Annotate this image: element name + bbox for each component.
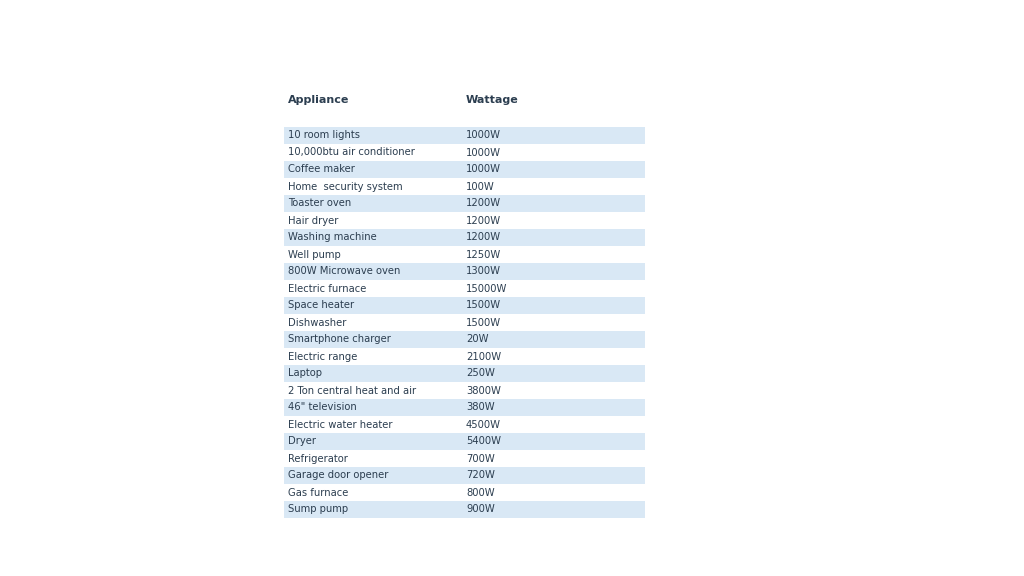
Bar [284,484,645,501]
Text: 3800W: 3800W [466,385,501,396]
Text: 250W: 250W [466,369,495,378]
Text: 1300W: 1300W [466,267,501,276]
Text: Garage door opener: Garage door opener [288,471,388,480]
Text: Space heater: Space heater [288,301,354,310]
Text: Well pump: Well pump [288,249,341,260]
Bar [284,467,645,484]
Bar [284,399,645,416]
Bar [284,501,645,518]
Text: 100W: 100W [466,181,495,191]
Bar [284,246,645,263]
Text: 1500W: 1500W [466,301,501,310]
Text: 1500W: 1500W [466,317,501,328]
Text: 380W: 380W [466,403,495,412]
Text: Coffee maker: Coffee maker [288,165,355,175]
Bar [284,229,645,246]
Text: Washing machine: Washing machine [288,233,377,242]
Text: 1200W: 1200W [466,233,501,242]
Text: 5400W: 5400W [466,437,501,446]
Text: Electric furnace: Electric furnace [288,283,367,294]
Bar [284,450,645,467]
Text: 1200W: 1200W [466,199,501,209]
Text: Appliance: Appliance [288,95,349,105]
Text: 2 Ton central heat and air: 2 Ton central heat and air [288,385,416,396]
Text: 1000W: 1000W [466,165,501,175]
Bar [284,382,645,399]
Text: Hair dryer: Hair dryer [288,215,338,225]
Bar [284,348,645,365]
Text: 15000W: 15000W [466,283,507,294]
Text: 700W: 700W [466,453,495,464]
Text: Refrigerator: Refrigerator [288,453,348,464]
Bar [284,416,645,433]
Text: Gas furnace: Gas furnace [288,487,348,498]
Text: Electric water heater: Electric water heater [288,419,392,430]
Bar [284,365,645,382]
Bar [284,144,645,161]
Text: 10,000btu air conditioner: 10,000btu air conditioner [288,147,415,157]
Bar [284,433,645,450]
Text: 10 room lights: 10 room lights [288,131,360,141]
Text: 4500W: 4500W [466,419,501,430]
Text: 800W: 800W [466,487,495,498]
Bar [284,314,645,331]
Text: Wattage: Wattage [466,95,519,105]
Text: 720W: 720W [466,471,495,480]
Text: Toaster oven: Toaster oven [288,199,351,209]
Bar [284,212,645,229]
Bar [284,297,645,314]
Text: Dishwasher: Dishwasher [288,317,346,328]
Bar [284,195,645,212]
Text: Smartphone charger: Smartphone charger [288,335,391,344]
Text: 900W: 900W [466,505,495,514]
Bar [284,127,645,144]
Text: 46" television: 46" television [288,403,356,412]
Text: 20W: 20W [466,335,488,344]
Bar [284,263,645,280]
Text: 2100W: 2100W [466,351,501,362]
Text: Laptop: Laptop [288,369,322,378]
Bar [284,178,645,195]
Bar [284,280,645,297]
Text: Home  security system: Home security system [288,181,402,191]
Text: Sump pump: Sump pump [288,505,348,514]
Text: 1200W: 1200W [466,215,501,225]
Bar [284,161,645,178]
Text: 1000W: 1000W [466,147,501,157]
Text: 1000W: 1000W [466,131,501,141]
Text: 800W Microwave oven: 800W Microwave oven [288,267,400,276]
Text: 1250W: 1250W [466,249,502,260]
Bar [284,331,645,348]
Text: Electric range: Electric range [288,351,357,362]
Text: Dryer: Dryer [288,437,316,446]
